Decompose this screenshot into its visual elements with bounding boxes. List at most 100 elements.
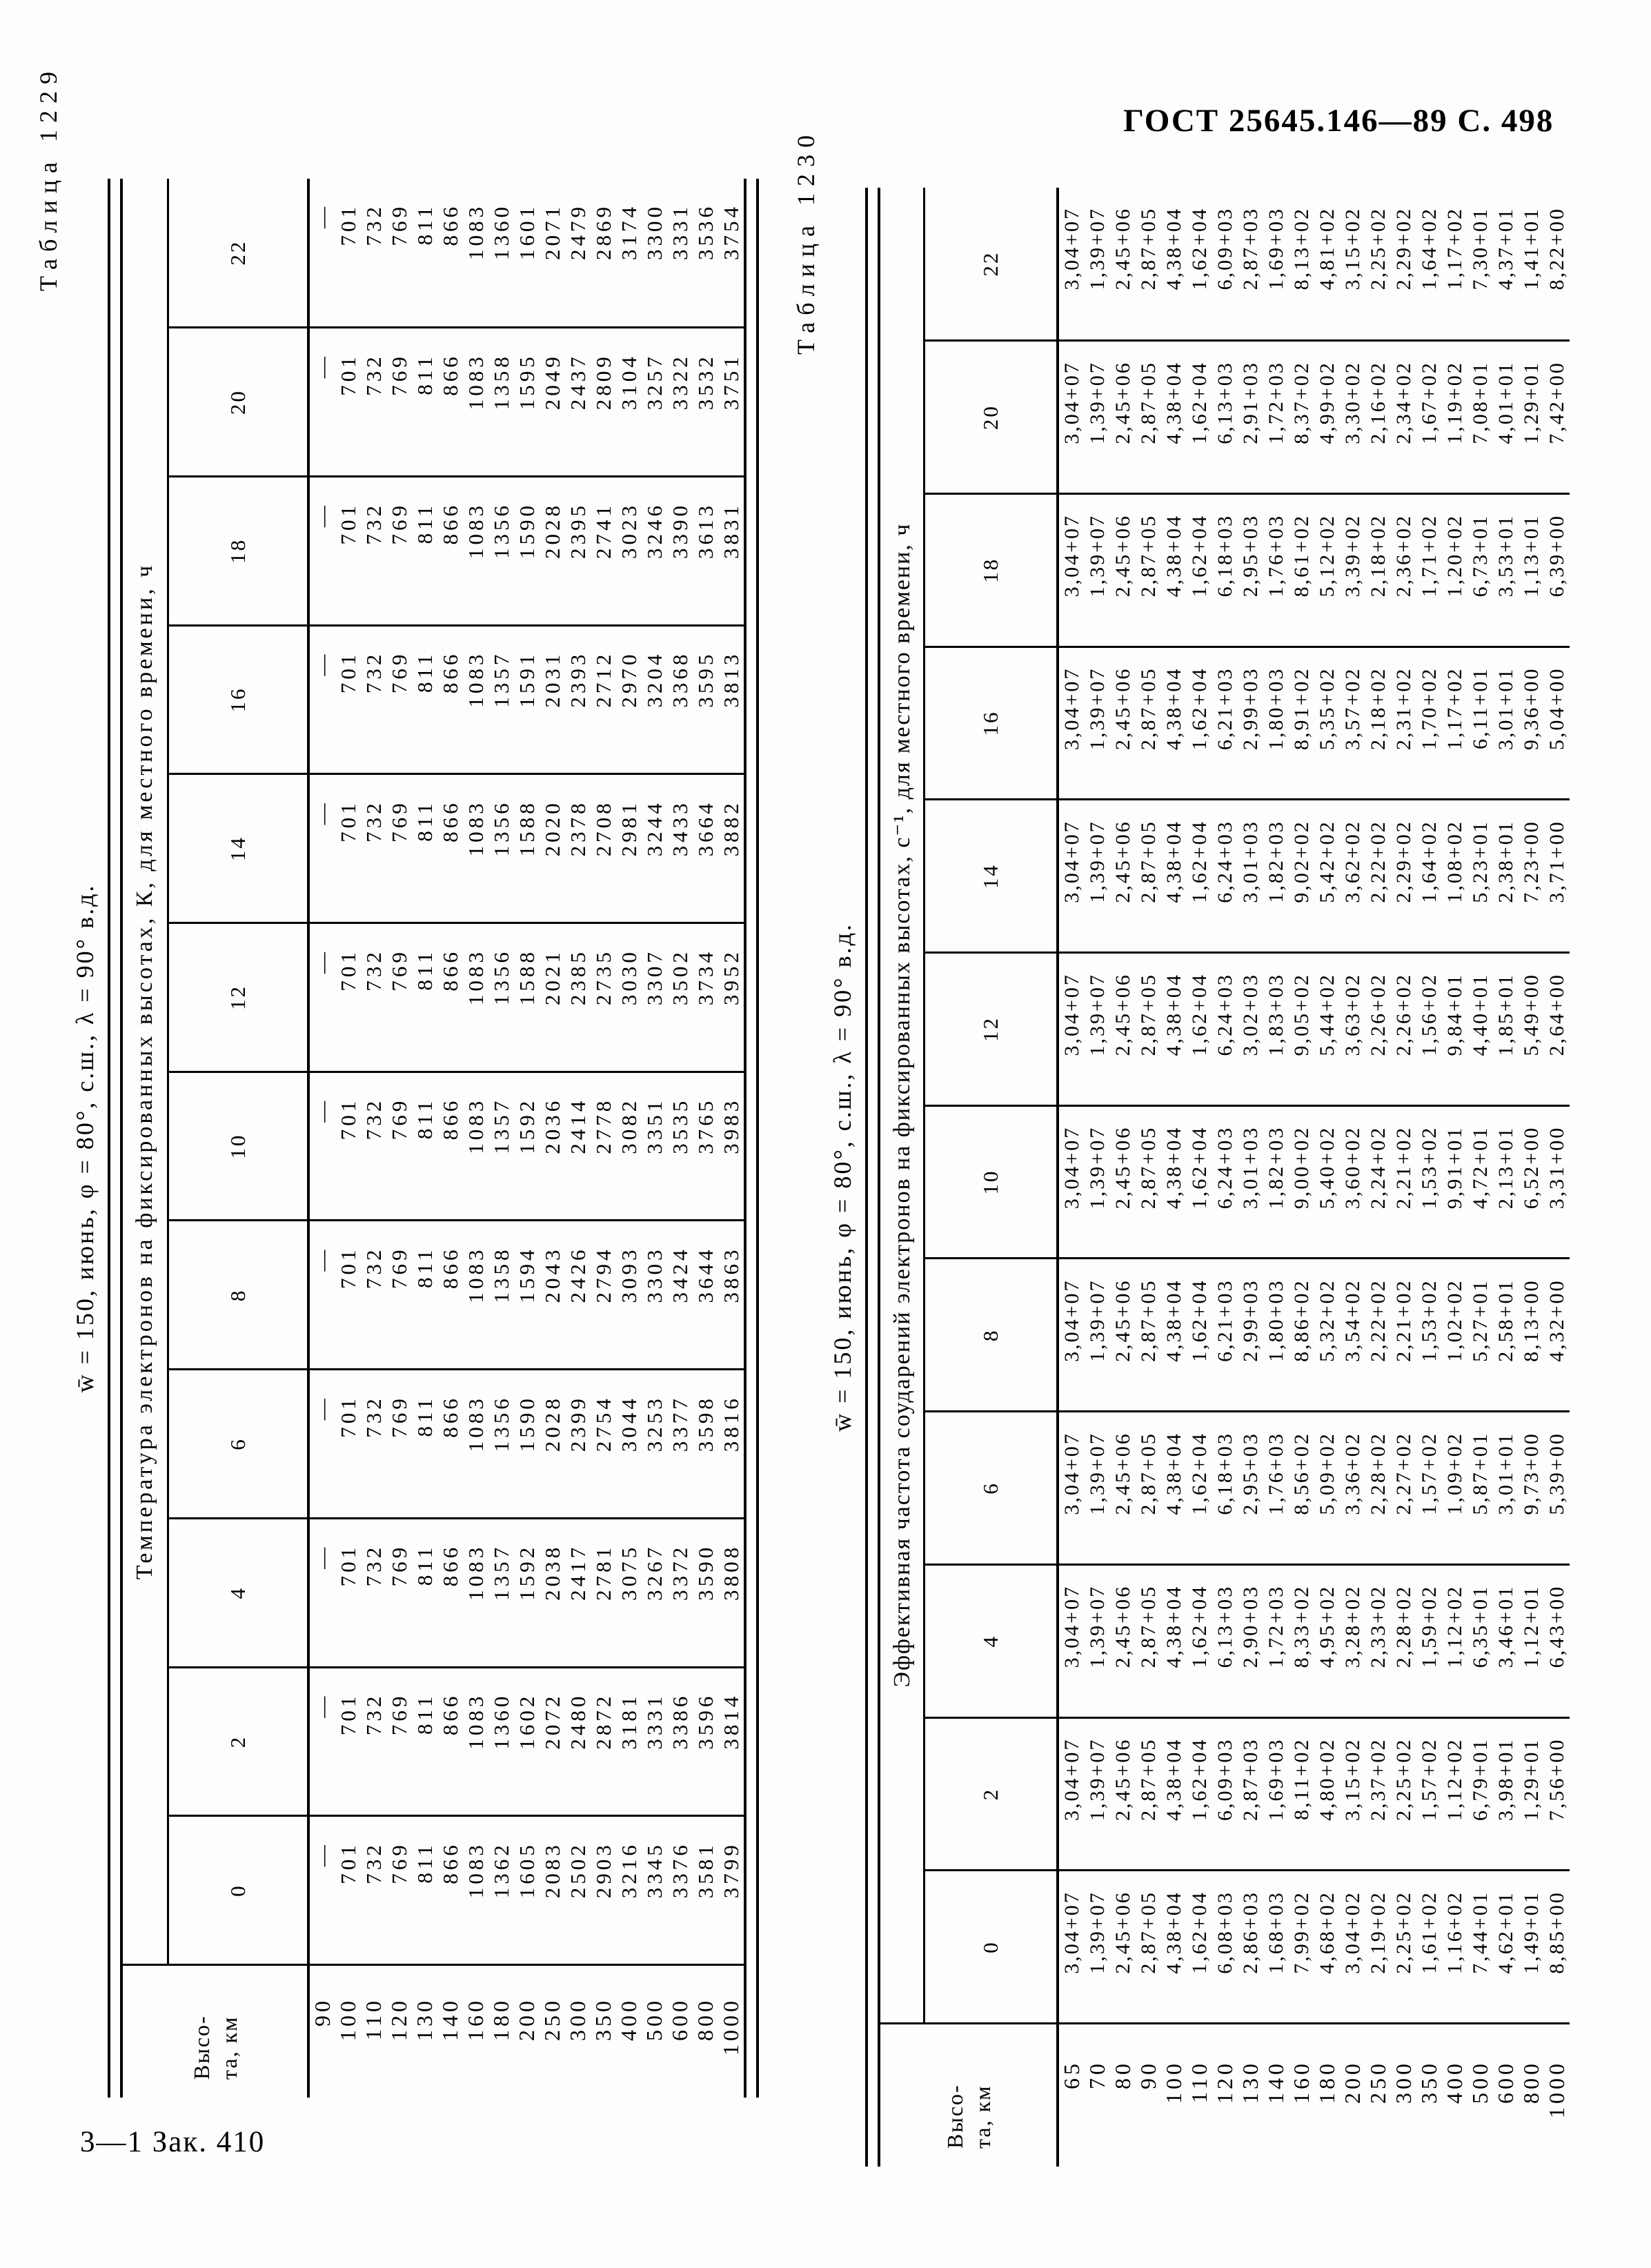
value-cell: 1594 [514, 1220, 540, 1370]
height-cell: 120 [1212, 2023, 1238, 2167]
value-cell: 4,80+02 [1314, 1717, 1340, 1871]
value-cell: 2,87+05 [1136, 1717, 1161, 1871]
value-cell: 3598 [693, 1369, 718, 1519]
height-cell: 1000 [718, 1964, 745, 2098]
value-cell: 3023 [616, 476, 642, 626]
value-cell: 3,62+02 [1340, 799, 1365, 953]
height-cell: 100 [1161, 2023, 1187, 2167]
value-cell: 1,62+04 [1187, 493, 1212, 647]
value-cell: 1,39+07 [1085, 340, 1110, 494]
value-cell: 3765 [693, 1072, 718, 1221]
value-cell: 1358 [488, 327, 514, 477]
value-cell: 2502 [565, 1815, 591, 1965]
value-cell: 9,36+00 [1519, 647, 1544, 800]
value-cell: 1,53+02 [1416, 1105, 1442, 1259]
value-cell: 4,38+04 [1161, 1411, 1187, 1565]
value-cell: 1,39+07 [1085, 1870, 1110, 2024]
table-1230-label: Таблица 1230 [792, 128, 820, 355]
value-cell: 811 [412, 1220, 437, 1370]
value-cell: 3267 [642, 1518, 667, 1668]
value-cell: 2,87+05 [1136, 1258, 1161, 1412]
value-cell: 2,28+02 [1391, 1564, 1416, 1718]
value-cell: 732 [361, 179, 386, 328]
value-cell: 866 [437, 179, 463, 328]
value-cell: 3754 [718, 179, 745, 328]
value-cell: 4,38+04 [1161, 1870, 1187, 2024]
group-header-row: Высо-та, км Эффективная частота соударен… [879, 188, 1058, 2167]
hour-header-10: 10 [168, 1072, 308, 1221]
value-cell: 1605 [514, 1815, 540, 1965]
height-cell: 800 [693, 1964, 718, 2098]
value-cell: 732 [361, 327, 386, 477]
table-top-rule [865, 188, 868, 2167]
value-cell: 3,39+02 [1340, 493, 1365, 647]
value-cell: 5,09+02 [1314, 1411, 1340, 1565]
value-cell: 1,39+07 [1085, 1717, 1110, 1871]
value-cell: 6,13+03 [1212, 340, 1238, 494]
value-cell: 3,04+07 [1058, 188, 1085, 341]
value-cell: — [308, 923, 335, 1072]
value-cell: 2,21+02 [1391, 1258, 1416, 1412]
value-cell: 3,31+00 [1544, 1105, 1570, 1259]
value-cell: 3,01+03 [1238, 1105, 1263, 1259]
value-cell: 3345 [642, 1815, 667, 1965]
height-cell: 110 [1187, 2023, 1212, 2167]
value-cell: 3,04+07 [1058, 340, 1085, 494]
value-cell: 2393 [565, 625, 591, 774]
value-cell: 732 [361, 773, 386, 923]
height-cell: 70 [1085, 2023, 1110, 2167]
value-cell: 2,19+02 [1365, 1870, 1391, 2024]
value-cell: 1356 [488, 476, 514, 626]
value-cell: 2,87+05 [1136, 188, 1161, 341]
value-cell: 1356 [488, 773, 514, 923]
hour-header-10: 10 [924, 1105, 1058, 1259]
value-cell: 2036 [540, 1072, 565, 1221]
value-cell: 7,30+01 [1467, 188, 1493, 341]
value-cell: 1,64+02 [1416, 799, 1442, 953]
value-cell: 6,24+03 [1212, 799, 1238, 953]
value-cell: 1588 [514, 923, 540, 1072]
value-cell: 2,18+02 [1365, 647, 1391, 800]
value-cell: 866 [437, 1667, 463, 1816]
value-cell: 2981 [616, 773, 642, 923]
value-cell: 1,82+03 [1263, 799, 1289, 953]
value-cell: 3831 [718, 476, 745, 626]
value-cell: 1590 [514, 1369, 540, 1519]
value-cell: 2,25+02 [1391, 1717, 1416, 1871]
value-cell: 2,87+05 [1136, 1411, 1161, 1565]
value-cell: 3,04+07 [1058, 647, 1085, 800]
value-cell: 1,57+02 [1416, 1411, 1442, 1565]
value-cell: 1,56+02 [1416, 952, 1442, 1106]
value-cell: 2399 [565, 1369, 591, 1519]
hour-header-2: 2 [924, 1717, 1058, 1871]
value-cell: 8,33+02 [1289, 1564, 1314, 1718]
value-cell: 2480 [565, 1667, 591, 1816]
height-column-header: Высо-та, км [121, 1964, 308, 2098]
value-cell: 732 [361, 1667, 386, 1816]
value-cell: 2031 [540, 625, 565, 774]
value-cell: 1,08+02 [1442, 799, 1467, 953]
value-cell: 3596 [693, 1667, 718, 1816]
value-cell: 1,39+07 [1085, 799, 1110, 953]
value-cell: 3331 [642, 1667, 667, 1816]
value-cell: 6,13+03 [1212, 1564, 1238, 1718]
value-cell: 9,00+02 [1289, 1105, 1314, 1259]
value-cell: 6,08+03 [1212, 1870, 1238, 2024]
value-cell: 3,04+07 [1058, 952, 1085, 1106]
value-cell: 1,57+02 [1416, 1717, 1442, 1871]
value-cell: 2970 [616, 625, 642, 774]
height-cell: 180 [488, 1964, 514, 2098]
group-header-row: Высо-та, км Температура электронов на фи… [121, 179, 308, 2098]
value-cell: 732 [361, 923, 386, 1072]
value-cell: 2,99+03 [1238, 1258, 1263, 1412]
height-column-header: Высо-та, км [879, 2023, 1058, 2167]
table-1229-label: Таблица 1229 [34, 65, 62, 291]
height-cell: 90 [1136, 2023, 1161, 2167]
value-cell: 1,62+04 [1187, 340, 1212, 494]
value-cell: 811 [412, 625, 437, 774]
value-cell: 1,80+03 [1263, 1258, 1289, 1412]
value-cell: 3030 [616, 923, 642, 1072]
value-cell: 2,45+06 [1110, 188, 1136, 341]
value-cell: 1,62+04 [1187, 1870, 1212, 2024]
value-cell: — [308, 1072, 335, 1221]
